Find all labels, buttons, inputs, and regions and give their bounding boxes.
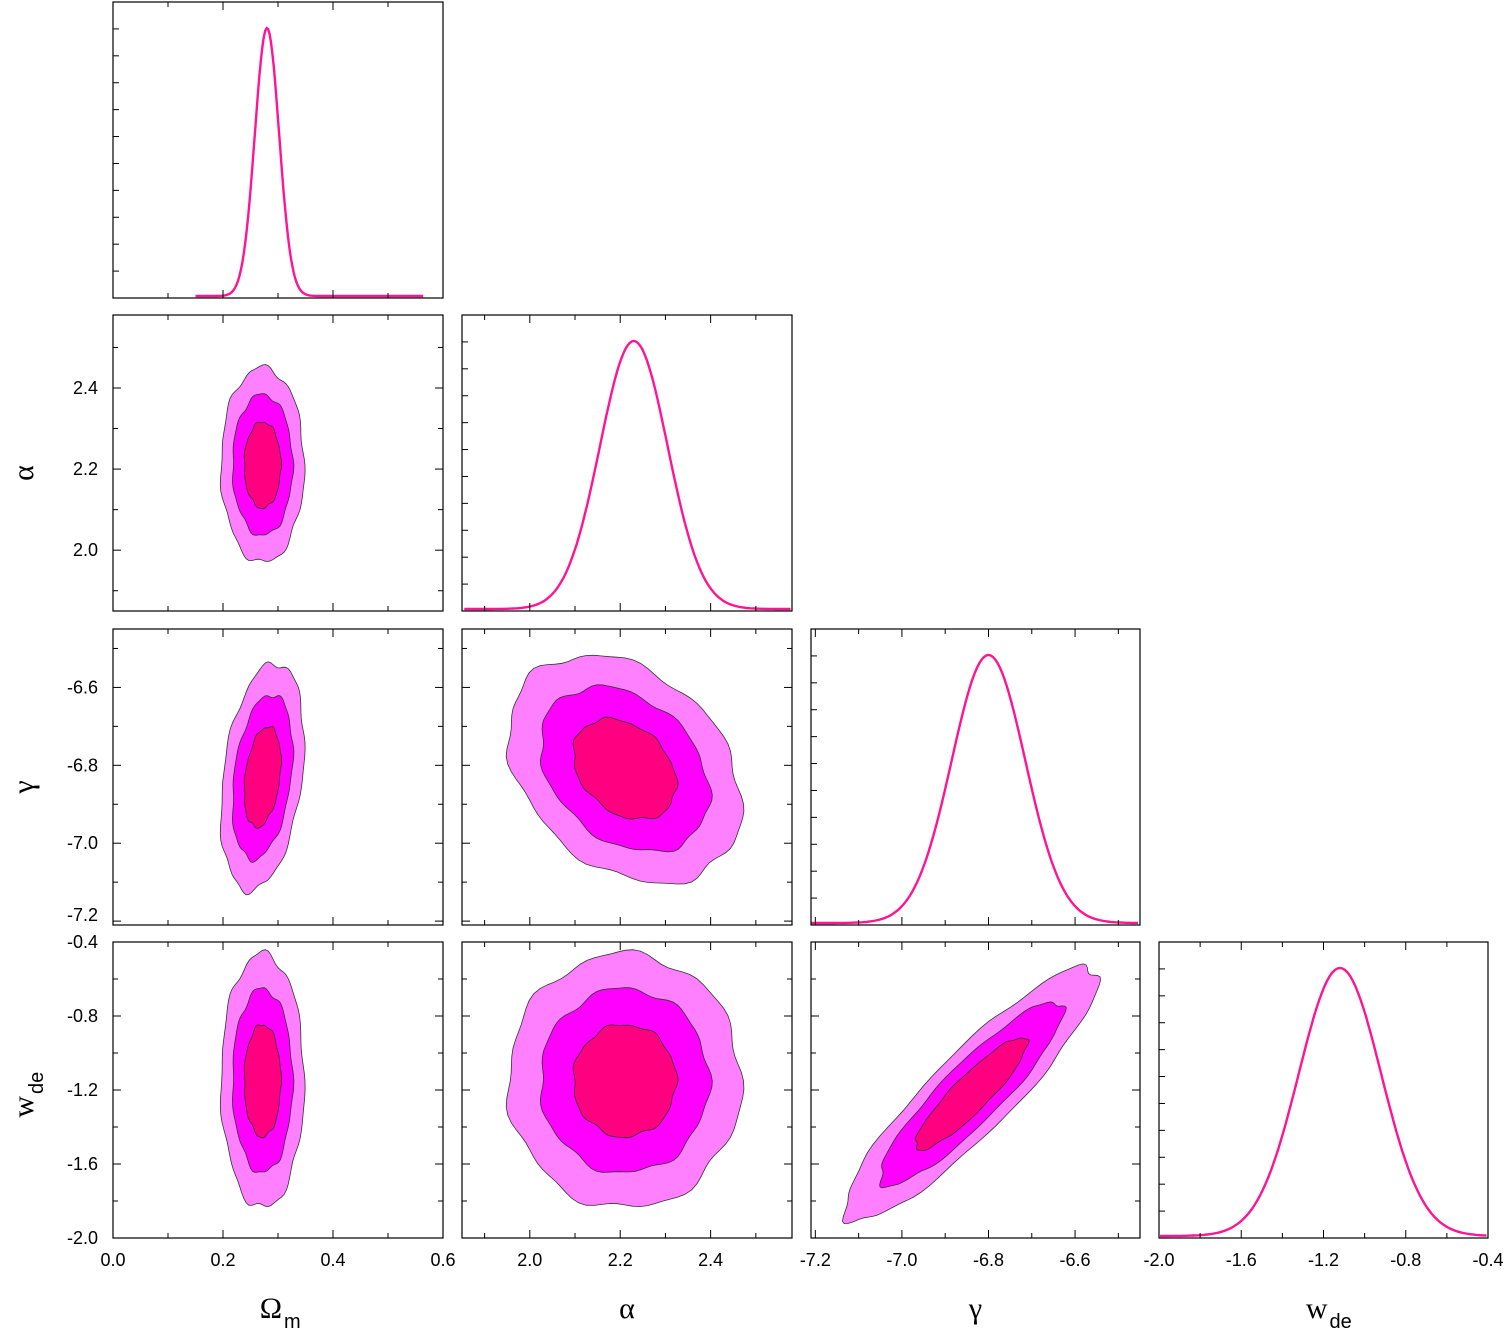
- x-tick-label: -2.0: [1143, 1250, 1174, 1270]
- contour-1sigma: [243, 421, 283, 510]
- x-tick-label: -7.0: [886, 1250, 917, 1270]
- axis-label-symbol: w: [7, 1096, 40, 1118]
- axis-label-subscript: de: [1330, 1311, 1352, 1333]
- contour-panel-om-alpha: [219, 364, 306, 562]
- contour-panel-gamma-w: [842, 963, 1101, 1225]
- x-tick-labels-alpha: 2.0 2.2 2.4: [517, 1250, 723, 1270]
- contour-panel-alpha-w: [505, 949, 745, 1208]
- axis-label-subscript: m: [284, 1311, 301, 1333]
- y-tick-label: -6.8: [67, 755, 98, 775]
- axis-label-symbol: α: [7, 465, 40, 481]
- x-tick-labels-gamma: -7.2 -7.0 -6.8 -6.6: [800, 1250, 1091, 1270]
- x-ticks-alpha: [484, 315, 757, 611]
- axis-label-symbol: γ: [7, 780, 40, 794]
- marginal-y-ticks: [113, 28, 119, 272]
- panel-frame-gamma-gamma: [810, 628, 1141, 926]
- marginal-y-ticks: [1159, 968, 1165, 1212]
- marginal-curve-gamma: [811, 653, 1138, 925]
- y-tick-labels-alpha: 2.0 2.2 2.4: [73, 378, 98, 560]
- y-tick-label: -0.4: [67, 932, 98, 952]
- x-ticks-om: [112, 629, 444, 925]
- contour-panel-alpha-gamma: [505, 654, 745, 885]
- y-ticks-w: [462, 941, 792, 1239]
- x-ticks-om: [112, 2, 444, 298]
- y-ticks-w: [811, 941, 1140, 1239]
- marginal-panel-gamma: [811, 653, 1138, 925]
- x-tick-label: 0.6: [430, 1250, 455, 1270]
- marginal-y-ticks: [811, 655, 817, 899]
- marginal-curve-w: [1160, 966, 1487, 1238]
- axis-label-symbol: γ: [968, 1292, 982, 1325]
- x-tick-labels-w: -2.0 -1.6 -1.2 -0.8 -0.4: [1143, 1250, 1503, 1270]
- x-tick-label: 2.0: [517, 1250, 542, 1270]
- x-tick-label: 2.2: [608, 1250, 633, 1270]
- x-axis-label-gamma: γ: [968, 1292, 982, 1325]
- x-tick-label: -6.6: [1060, 1250, 1091, 1270]
- x-tick-label: 0.2: [210, 1250, 235, 1270]
- y-ticks-w: [113, 941, 443, 1239]
- y-tick-label: -7.2: [67, 905, 98, 925]
- panel-frame-alpha-alpha: [461, 314, 793, 612]
- x-tick-label: -1.2: [1308, 1250, 1339, 1270]
- y-ticks-gamma: [462, 647, 792, 922]
- x-tick-label: -1.6: [1226, 1250, 1257, 1270]
- axis-label-symbol: Ω: [260, 1292, 282, 1325]
- contour-panel-om-w: [219, 949, 306, 1208]
- y-tick-label: -1.6: [67, 1154, 98, 1174]
- contour-1sigma: [572, 1024, 679, 1139]
- x-tick-label: 0.4: [320, 1250, 345, 1270]
- marginal-curve-alpha: [464, 339, 791, 611]
- x-ticks-gamma: [814, 629, 1119, 925]
- contour-1sigma: [914, 1037, 1030, 1151]
- x-tick-label: -0.8: [1390, 1250, 1421, 1270]
- axis-label-subscript: de: [26, 1072, 48, 1094]
- contour-1sigma: [243, 1024, 283, 1139]
- x-ticks-w: [1158, 942, 1489, 1238]
- x-tick-label: 0.0: [100, 1250, 125, 1270]
- y-ticks-gamma: [113, 647, 443, 922]
- marginal-y-ticks: [462, 341, 468, 585]
- marginal-panel-alpha: [464, 339, 791, 611]
- marginal-curve-om: [195, 26, 424, 298]
- x-tick-label: -0.4: [1472, 1250, 1503, 1270]
- y-tick-label: -7.0: [67, 833, 98, 853]
- x-axis-label-w: w de: [1306, 1292, 1352, 1333]
- y-tick-label: 2.0: [73, 540, 98, 560]
- y-axis-label-w: wde: [7, 1072, 48, 1118]
- x-tick-labels-om: 0.0 0.2 0.4 0.6: [100, 1250, 455, 1270]
- x-tick-label: -6.8: [973, 1250, 1004, 1270]
- x-tick-label: -7.2: [800, 1250, 831, 1270]
- axis-label-symbol: w: [1306, 1292, 1328, 1325]
- y-tick-label: -6.6: [67, 677, 98, 697]
- x-tick-label: 2.4: [698, 1250, 723, 1270]
- panel-frame-om-om: [112, 1, 444, 299]
- x-ticks-alpha: [484, 942, 757, 1238]
- x-ticks-om: [112, 942, 444, 1238]
- x-ticks-om: [112, 315, 444, 611]
- y-tick-label: -2.0: [67, 1228, 98, 1248]
- y-tick-labels-w: -2.0 -1.6 -1.2 -0.8 -0.4: [67, 932, 98, 1248]
- y-axis-label-alpha: α: [7, 465, 40, 481]
- x-ticks-alpha: [484, 629, 757, 925]
- y-tick-label: -1.2: [67, 1080, 98, 1100]
- contour-1sigma: [243, 725, 283, 829]
- y-tick-label: -0.8: [67, 1006, 98, 1026]
- marginal-panel-w: [1160, 966, 1487, 1238]
- panel-frame-alpha-gamma: [461, 628, 793, 926]
- x-ticks-gamma: [814, 942, 1119, 1238]
- axis-label-symbol: α: [619, 1292, 635, 1325]
- y-ticks-alpha: [113, 346, 443, 592]
- contour-1sigma: [572, 716, 679, 820]
- marginal-panel-om: [195, 26, 424, 298]
- y-axis-label-gamma: γ: [7, 780, 40, 794]
- y-tick-label: 2.4: [73, 378, 98, 398]
- y-tick-label: 2.2: [73, 459, 98, 479]
- contour-panel-om-gamma: [219, 661, 306, 896]
- x-axis-label-alpha: α: [619, 1292, 635, 1325]
- y-tick-labels-gamma: -7.2 -7.0 -6.8 -6.6: [67, 677, 98, 925]
